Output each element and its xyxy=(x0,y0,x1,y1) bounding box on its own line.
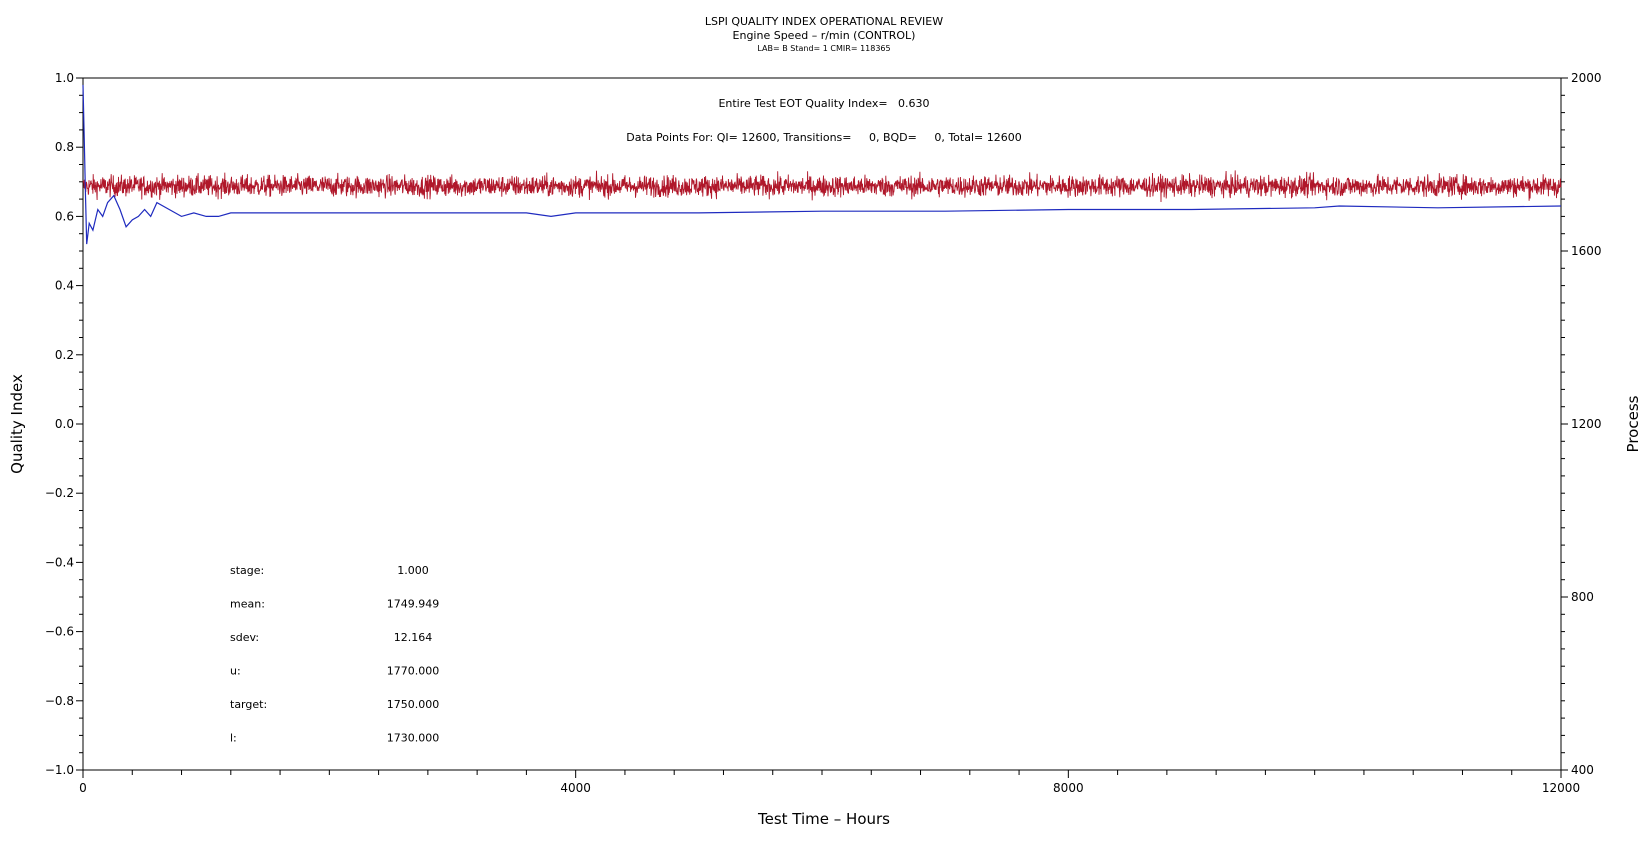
process-series-line xyxy=(82,170,1562,203)
chart-subtitle: Engine Speed – r/min (CONTROL) xyxy=(733,29,916,42)
y-tick-label: 0.6 xyxy=(55,209,74,223)
y2-tick-label: 2000 xyxy=(1571,71,1602,85)
stat-label: sdev: xyxy=(230,631,259,644)
y-tick-label: −0.8 xyxy=(45,694,74,708)
y-tick-label: 0.4 xyxy=(55,279,74,293)
y-tick-label: −0.6 xyxy=(45,625,74,639)
stats-table: stage: 1.000 mean: 1749.949 sdev: 12.164 u: 177… xyxy=(230,564,439,745)
eot-quality-index-label: Entire Test EOT Quality Index= 0.630 xyxy=(718,97,929,110)
quality-index-series-line xyxy=(82,84,1562,245)
stat-value: 1730.000 xyxy=(387,732,440,745)
bottom-axis: 0 4000 8000 12000 xyxy=(79,770,1580,795)
y-tick-label: 0.8 xyxy=(55,140,74,154)
y-tick-label: −0.2 xyxy=(45,486,74,500)
y-tick-label: −1.0 xyxy=(45,763,74,777)
y2-axis-title: Process xyxy=(1624,395,1642,452)
x-tick-label: 4000 xyxy=(560,781,591,795)
y-axis-title: Quality Index xyxy=(8,374,26,474)
x-tick-label: 12000 xyxy=(1542,781,1580,795)
y2-tick-label: 1200 xyxy=(1571,417,1602,431)
stat-value: 1749.949 xyxy=(387,598,440,611)
right-axis: 2000 1600 1200 800 400 xyxy=(1561,71,1602,777)
data-points-label: Data Points For: QI= 12600, Transitions=… xyxy=(626,131,1021,144)
y2-tick-label: 800 xyxy=(1571,590,1594,604)
y-tick-label: −0.4 xyxy=(45,555,74,569)
stat-label: l: xyxy=(230,732,237,745)
chart-title: LSPI QUALITY INDEX OPERATIONAL REVIEW xyxy=(705,15,943,28)
stat-value: 12.164 xyxy=(394,631,433,644)
stat-label: mean: xyxy=(230,598,265,611)
y-tick-label: 0.2 xyxy=(55,348,74,362)
y-tick-label: 1.0 xyxy=(55,71,74,85)
x-tick-label: 0 xyxy=(79,781,87,795)
x-axis-title: Test Time – Hours xyxy=(757,810,890,828)
y-tick-label: 0.0 xyxy=(55,417,74,431)
stat-value: 1770.000 xyxy=(387,665,440,678)
y2-tick-label: 1600 xyxy=(1571,244,1602,258)
stat-label: target: xyxy=(230,698,267,711)
stat-value: 1.000 xyxy=(397,564,429,577)
y2-tick-label: 400 xyxy=(1571,763,1594,777)
stat-value: 1750.000 xyxy=(387,698,440,711)
left-axis: 1.0 0.8 0.6 0.4 0.2 0.0 −0.2 −0.4 −0.6 −0.8 −1.0 xyxy=(45,71,83,777)
chart-subtitle-2: LAB= B Stand= 1 CMIR= 118365 xyxy=(757,44,890,53)
stat-label: stage: xyxy=(230,564,264,577)
x-tick-label: 8000 xyxy=(1053,781,1084,795)
stat-label: u: xyxy=(230,665,241,678)
